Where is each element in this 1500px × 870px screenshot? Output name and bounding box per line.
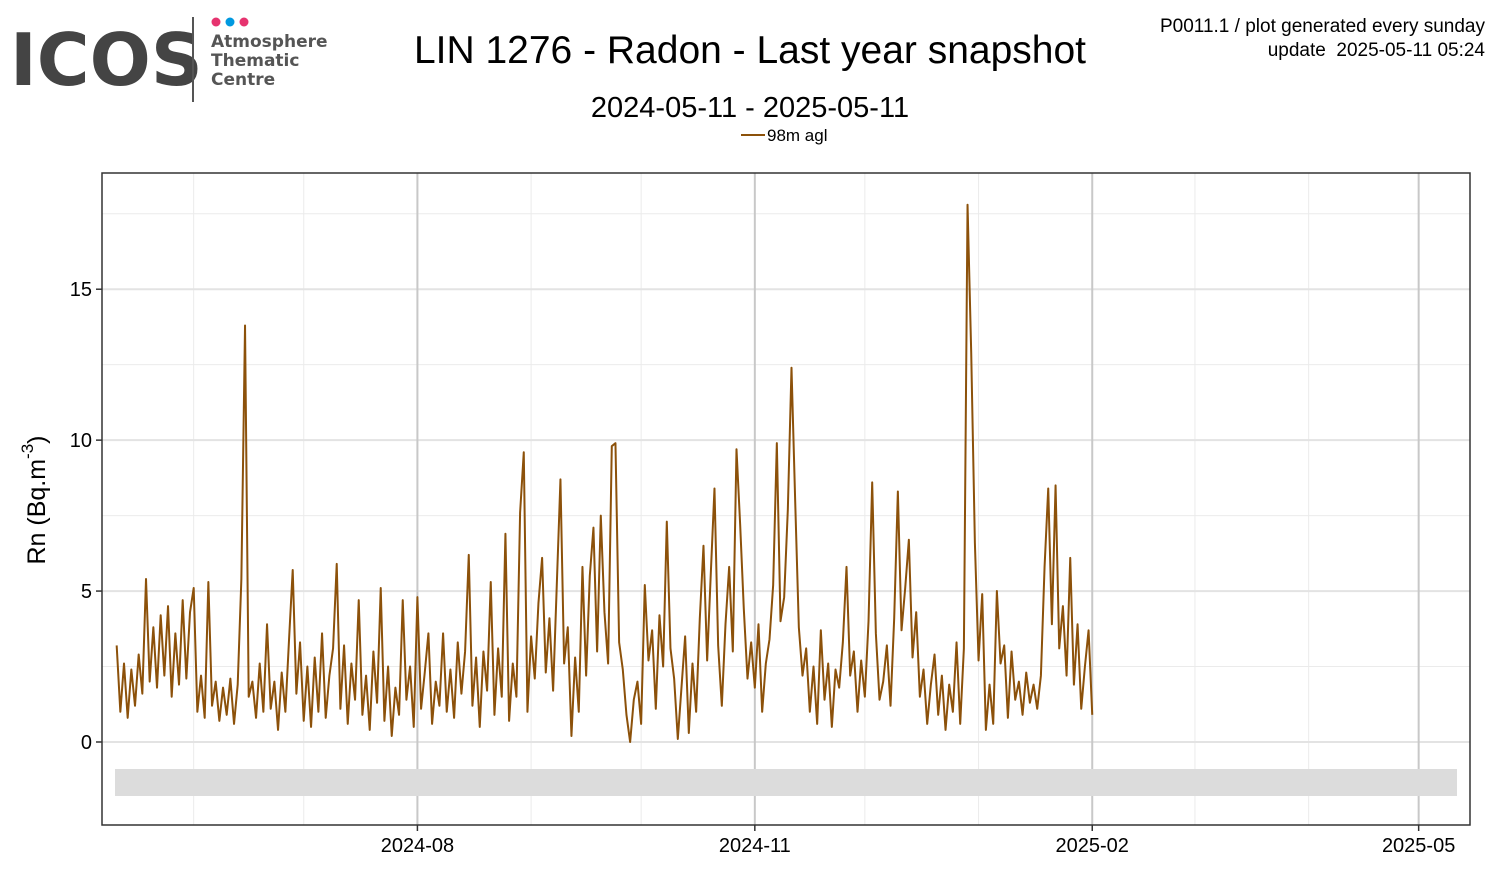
axes: 0 5 10 15 2024-08 2024-11 2025-02 2025-05	[70, 279, 1456, 857]
chart-title: LIN 1276 - Radon - Last year snapshot	[414, 29, 1086, 72]
logo-line: Centre	[211, 70, 275, 90]
logo-line: Atmosphere	[211, 32, 328, 52]
y-axis-label-text: )	[23, 435, 51, 443]
logo-line: Thematic	[211, 51, 299, 71]
y-axis-label-text: Rn (Bq.m	[23, 459, 51, 565]
panel-border	[101, 172, 1471, 826]
x-tick-label: 2025-05	[1382, 835, 1455, 857]
data-line	[115, 203, 1094, 743]
legend: 98m agl	[741, 126, 827, 145]
y-tick-label: 5	[81, 581, 92, 603]
y-axis-label: Rn (Bq.m-3)	[18, 435, 51, 564]
marks	[115, 203, 1094, 743]
logo-name: ICOS	[10, 18, 203, 102]
logo-dot	[239, 17, 249, 27]
header-note: P0011.1 / plot generated every sunday	[1160, 16, 1485, 37]
x-tick-label: 2025-02	[1056, 835, 1129, 857]
chart-subtitle: 2024-05-11 - 2025-05-11	[591, 92, 909, 124]
y-tick-label: 0	[81, 732, 92, 754]
header-note: update 2025-05-11 05:24	[1268, 40, 1486, 61]
y-tick-label: 15	[70, 279, 92, 301]
logo-dot	[211, 17, 221, 27]
x-tick-label: 2024-08	[381, 835, 454, 857]
logo: ICOS Atmosphere Thematic Centre	[10, 17, 328, 102]
logo-dot	[225, 17, 235, 27]
coverage-band	[115, 769, 1457, 796]
y-tick-label: 10	[70, 430, 92, 452]
legend-label: 98m agl	[767, 126, 827, 145]
y-axis-label-sup: -3	[18, 444, 37, 459]
x-tick-label: 2024-11	[719, 835, 791, 857]
